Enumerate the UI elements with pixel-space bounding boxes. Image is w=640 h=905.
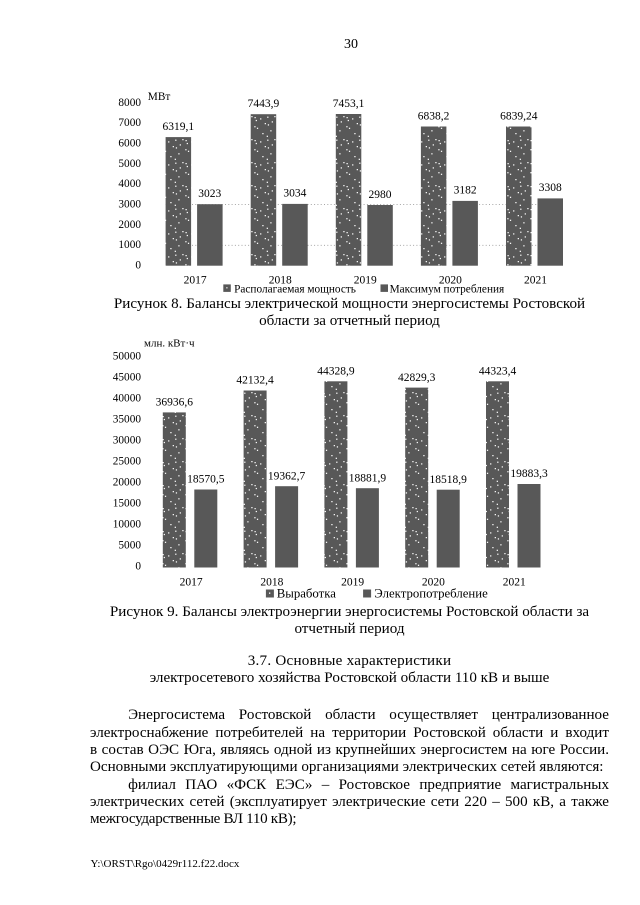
svg-text:15000: 15000 (113, 498, 142, 510)
svg-text:10000: 10000 (113, 519, 142, 531)
svg-text:6838,2: 6838,2 (418, 110, 450, 122)
svg-text:2021: 2021 (503, 577, 526, 589)
svg-text:18881,9: 18881,9 (349, 472, 387, 484)
svg-text:8000: 8000 (118, 97, 141, 109)
svg-text:2017: 2017 (184, 274, 207, 286)
svg-text:2018: 2018 (260, 577, 283, 589)
svg-text:2980: 2980 (369, 189, 392, 201)
svg-text:2018: 2018 (269, 274, 292, 286)
svg-text:3182: 3182 (454, 185, 477, 197)
svg-text:19362,7: 19362,7 (268, 470, 306, 482)
svg-text:5000: 5000 (118, 158, 141, 170)
svg-text:44328,9: 44328,9 (317, 366, 355, 378)
svg-text:Выработка: Выработка (277, 586, 337, 600)
svg-text:36936,6: 36936,6 (156, 397, 194, 409)
svg-text:44323,4: 44323,4 (479, 366, 517, 378)
svg-text:7000: 7000 (118, 117, 141, 129)
svg-text:25000: 25000 (113, 456, 142, 468)
svg-text:Максимум потребления: Максимум потребления (390, 283, 505, 295)
svg-text:7443,9: 7443,9 (248, 98, 280, 110)
svg-text:0: 0 (135, 561, 141, 573)
svg-text:30000: 30000 (113, 435, 142, 447)
svg-text:6319,1: 6319,1 (162, 121, 194, 133)
svg-text:18518,9: 18518,9 (430, 474, 468, 486)
svg-text:2019: 2019 (354, 274, 377, 286)
svg-text:0: 0 (135, 260, 141, 272)
svg-text:Располагаемая мощность: Располагаемая мощность (234, 283, 356, 295)
svg-text:2020: 2020 (422, 577, 445, 589)
svg-text:5000: 5000 (118, 540, 141, 552)
svg-text:2000: 2000 (118, 219, 141, 231)
svg-text:50000: 50000 (113, 351, 142, 363)
svg-text:7453,1: 7453,1 (333, 98, 365, 110)
svg-text:35000: 35000 (113, 414, 142, 426)
svg-text:1000: 1000 (118, 239, 141, 251)
svg-text:2017: 2017 (180, 577, 203, 589)
svg-text:Электропотребление: Электропотребление (374, 586, 488, 600)
svg-text:3000: 3000 (118, 199, 141, 211)
svg-text:40000: 40000 (113, 393, 142, 405)
svg-text:42132,4: 42132,4 (236, 375, 274, 387)
svg-text:3034: 3034 (283, 188, 306, 200)
svg-text:20000: 20000 (113, 477, 142, 489)
svg-text:2021: 2021 (524, 274, 547, 286)
svg-text:3308: 3308 (539, 182, 562, 194)
svg-text:42829,3: 42829,3 (398, 372, 436, 384)
svg-text:19883,3: 19883,3 (510, 468, 548, 480)
svg-text:МВт: МВт (148, 91, 171, 103)
svg-text:45000: 45000 (113, 372, 142, 384)
svg-text:3023: 3023 (198, 188, 221, 200)
svg-text:млн. кВт·ч: млн. кВт·ч (144, 337, 195, 349)
svg-text:2019: 2019 (341, 577, 364, 589)
svg-text:4000: 4000 (118, 178, 141, 190)
svg-text:18570,5: 18570,5 (187, 474, 225, 486)
svg-text:6839,24: 6839,24 (500, 110, 538, 122)
svg-text:2020: 2020 (439, 274, 462, 286)
svg-text:6000: 6000 (118, 138, 141, 150)
